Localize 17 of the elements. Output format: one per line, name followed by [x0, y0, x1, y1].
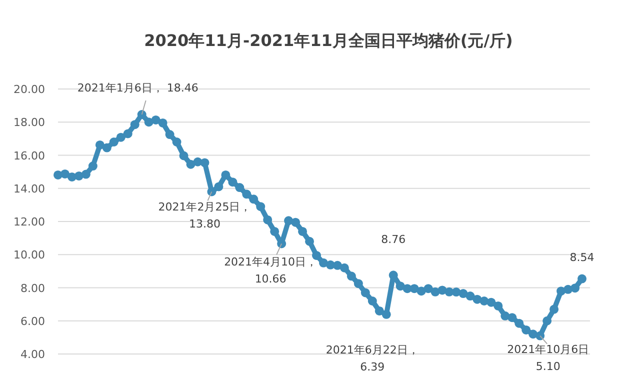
- y-tick-label: 16.00: [14, 149, 45, 162]
- y-tick-label: 20.00: [14, 83, 45, 96]
- annotation: 8.76: [381, 233, 406, 246]
- annotation: 2021年6月22日，6.39: [326, 343, 419, 374]
- y-tick-label: 4.00: [20, 348, 45, 361]
- annotation: 2021年10月6日 5.10: [507, 342, 590, 373]
- y-tick-label: 18.00: [14, 116, 45, 130]
- y-tick-label: 10.00: [14, 248, 45, 262]
- annotation: 2021年1月6日， 18.46: [77, 82, 198, 95]
- annotation: 8.54: [570, 250, 594, 264]
- chart-title: 2020年11月-2021年11月全国日平均猪价(元/斤): [144, 31, 513, 50]
- y-tick-label: 8.00: [20, 282, 45, 295]
- annotation: 2021年2月25日，13.80: [158, 200, 252, 231]
- y-tick-label: 6.00: [20, 314, 45, 328]
- annotation: 2021年4月10日，10.66: [224, 256, 318, 286]
- y-tick-label: 14.00: [14, 182, 45, 196]
- y-tick-label: 12.00: [14, 216, 45, 228]
